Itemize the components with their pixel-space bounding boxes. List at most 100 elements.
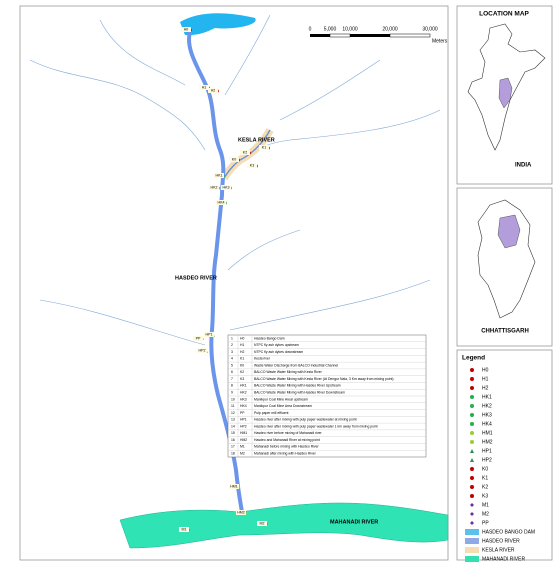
swatch	[465, 538, 479, 544]
marker	[470, 377, 474, 381]
station-label: HP2	[199, 348, 206, 352]
river-label: HASDEO RIVER	[175, 275, 217, 281]
table-cell: HK4	[240, 404, 247, 408]
station-label: HM1	[230, 484, 238, 488]
marker	[470, 503, 474, 507]
station-label: M1	[182, 527, 187, 531]
table-cell: HM2	[240, 438, 247, 442]
station-label: K0	[232, 157, 236, 161]
marker	[470, 449, 474, 453]
swatch	[465, 547, 479, 553]
marker	[470, 395, 474, 399]
legend-label: HM2	[482, 439, 493, 445]
river-label: MAHANADI RIVER	[330, 519, 378, 525]
legend-label: K0	[482, 466, 488, 472]
table-cell: 16	[231, 438, 235, 442]
station-label: H2	[211, 88, 216, 92]
marker	[470, 467, 474, 471]
table-cell: NTPC fly ash dykes upstream	[254, 343, 299, 347]
table-cell: 3	[231, 350, 233, 354]
swatch	[465, 529, 479, 535]
marker	[470, 476, 474, 480]
legend-label: MAHANADI RIVER	[482, 556, 525, 562]
table-cell: Pulp paper mill effluent	[254, 411, 288, 415]
table-cell: 17	[231, 445, 235, 449]
district-highlight	[497, 214, 521, 249]
swatch	[465, 556, 479, 562]
legend-label: HASDEO BANGO DAM	[482, 529, 535, 535]
table-cell: Hasdeo river after mixing with pulp pape…	[254, 418, 357, 422]
table-cell: NTPC fly ash dykes downstream	[254, 350, 303, 354]
legend-label: HP2	[482, 457, 492, 463]
table-cell: BALCO Waste Water Mixing with Hasdeo Riv…	[254, 391, 345, 395]
table-cell: 14	[231, 424, 235, 428]
table-cell: 2	[231, 343, 233, 347]
scale-label: 0	[309, 26, 312, 32]
station-label-bg	[257, 521, 267, 526]
station-label-bg	[181, 27, 191, 32]
marker	[470, 386, 474, 390]
scale-label: 20,000	[382, 26, 398, 32]
legend-label: H2	[482, 385, 489, 391]
marker	[470, 368, 474, 372]
scale-bar	[310, 33, 431, 38]
table-cell: 7	[231, 377, 233, 381]
station-label-bg	[193, 336, 203, 341]
legend-title: Legend	[462, 355, 485, 362]
legend-label: HASDEO RIVER	[482, 538, 520, 544]
station-label-bg	[240, 150, 250, 155]
scale-unit: Meters	[432, 38, 448, 44]
table-cell: Manikpur Coal Mine Area Downstream	[254, 404, 312, 408]
table-cell: Manikpur Coal Mine Areal upstream	[254, 397, 308, 401]
marker	[470, 422, 474, 426]
state-outline	[477, 199, 536, 319]
table-cell: Mahanadi after mixing with Hasdeo River	[254, 452, 317, 456]
station-label-bg	[204, 332, 214, 337]
station-label-bg	[197, 348, 207, 353]
marker	[470, 440, 474, 444]
table-cell: H0	[240, 336, 244, 340]
station-label-bg	[209, 185, 219, 190]
table-cell: Mahanadi before mixing with Hasdeo River	[254, 445, 320, 449]
legend-label: H0	[482, 367, 489, 373]
legend-label: K3	[482, 493, 488, 499]
table-cell: HP2	[240, 424, 247, 428]
table-cell: 12	[231, 411, 235, 415]
station-label-bg	[221, 185, 231, 190]
scale-label: 5,000	[324, 26, 337, 32]
table-cell: 9	[231, 391, 233, 395]
table-cell: HK1	[240, 384, 247, 388]
legend-label: HP1	[482, 448, 492, 454]
table-cell: HP1	[240, 418, 247, 422]
table-cell: 6	[231, 370, 233, 374]
station-label-bg	[214, 173, 224, 178]
station-label: HK2	[211, 185, 218, 189]
table-cell: Kesla river	[254, 357, 271, 361]
legend-label: PP	[482, 520, 489, 526]
legend-label: K1	[482, 475, 488, 481]
river-label: KESLA RIVER	[238, 137, 275, 143]
country-label: INDIA	[515, 163, 532, 169]
legend-label: HK1	[482, 394, 492, 400]
marker	[470, 521, 474, 525]
table-cell: 8	[231, 384, 233, 388]
table-cell: Hasdeo Bango Dam	[254, 336, 285, 340]
table-cell: BALCO Waste Water Mixing with Kesla Rive…	[254, 370, 323, 374]
legend-label: M1	[482, 502, 489, 508]
table-cell: 18	[231, 452, 235, 456]
marker	[470, 512, 474, 516]
table-cell: K0	[240, 363, 244, 367]
legend-label: HK4	[482, 421, 492, 427]
station-label-bg	[229, 484, 239, 489]
station-label: K2	[243, 150, 247, 154]
station-label: M2	[260, 521, 265, 525]
location-title: LOCATION MAP	[479, 11, 529, 18]
station-label-bg	[208, 88, 218, 93]
station-label: K1	[262, 145, 266, 149]
station-label-bg	[216, 200, 226, 205]
station-label: HP1	[206, 332, 213, 336]
table-cell: H2	[240, 350, 244, 354]
marker	[470, 404, 474, 408]
table-cell: 4	[231, 357, 233, 361]
table-cell: M2	[240, 452, 245, 456]
